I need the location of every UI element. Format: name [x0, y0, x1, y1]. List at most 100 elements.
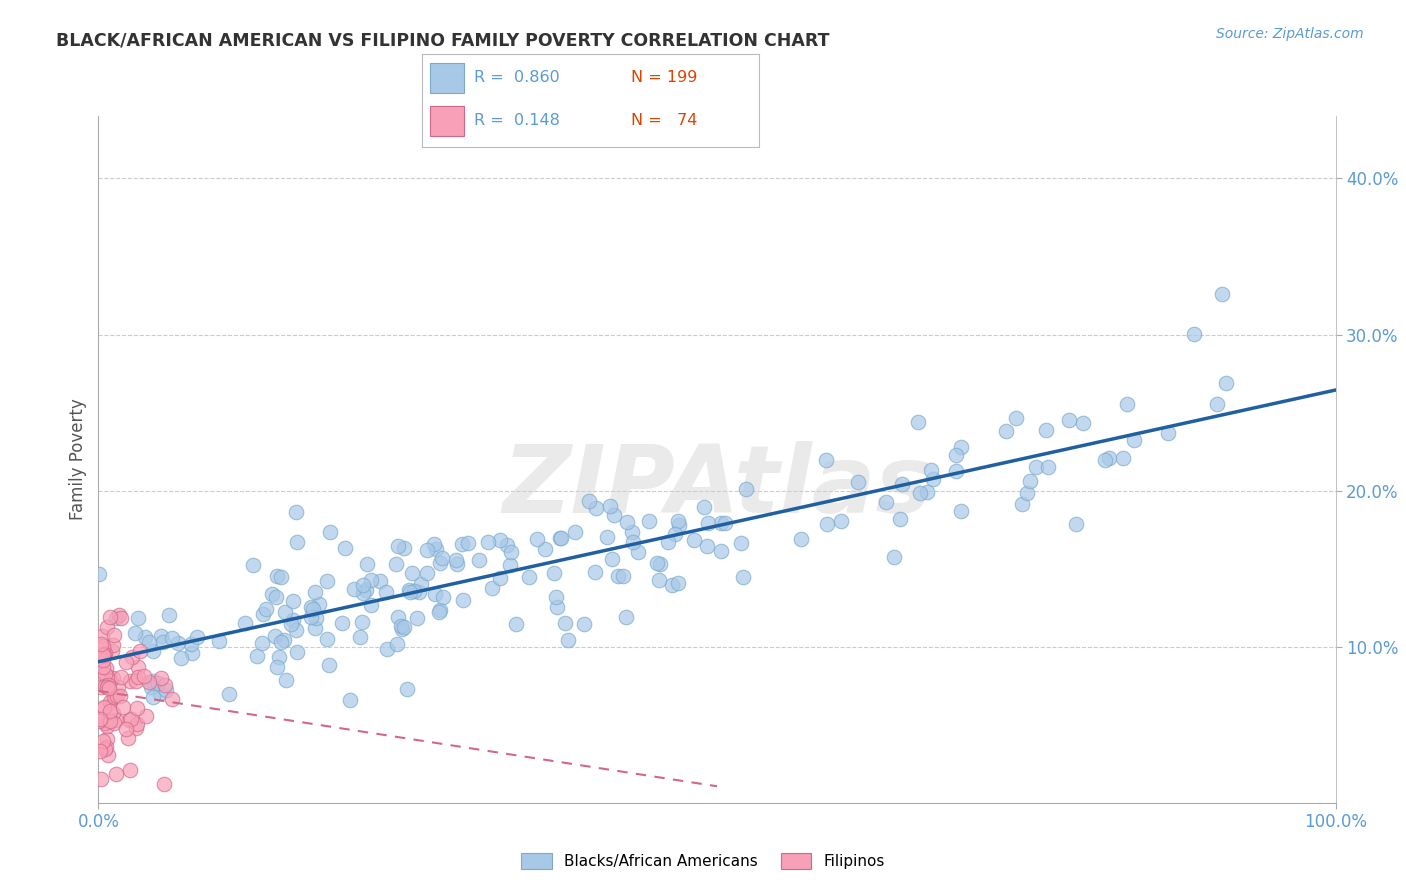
Point [134, 630, 156, 644]
Point [907, 416, 929, 430]
Point [1098, 450, 1121, 465]
Text: ZIPAtlas: ZIPAtlas [502, 441, 932, 533]
Point [120, 673, 142, 688]
Point [430, 551, 453, 566]
Point [270, 634, 292, 648]
Point [451, 592, 474, 607]
Point [697, 516, 720, 531]
Point [93, 701, 115, 715]
Point [254, 601, 277, 615]
Point [534, 541, 557, 556]
Point [572, 616, 595, 631]
Point [498, 558, 520, 572]
Point [97, 748, 120, 763]
Point [889, 512, 911, 526]
Point [186, 630, 208, 644]
Point [1015, 486, 1038, 500]
Point [90, 772, 112, 786]
Point [299, 599, 322, 614]
Text: N =   74: N = 74 [631, 113, 697, 128]
Point [423, 537, 446, 551]
Point [543, 566, 565, 581]
Point [1156, 426, 1178, 441]
Point [616, 516, 638, 530]
Point [107, 690, 129, 704]
Point [360, 598, 382, 612]
Point [398, 585, 420, 599]
Point [401, 566, 423, 580]
Point [89, 744, 111, 758]
Point [612, 569, 634, 583]
Point [1184, 326, 1206, 341]
Point [153, 777, 176, 791]
Point [91, 734, 114, 748]
Point [790, 533, 813, 547]
Point [104, 611, 127, 625]
Point [304, 621, 326, 635]
Point [339, 693, 361, 707]
Y-axis label: Family Poverty: Family Poverty [69, 399, 87, 520]
Point [910, 486, 932, 500]
Point [394, 620, 416, 634]
Point [1005, 411, 1028, 425]
Point [398, 583, 420, 598]
Point [1035, 423, 1057, 437]
Text: R =  0.148: R = 0.148 [474, 113, 560, 128]
Point [394, 541, 416, 556]
Point [266, 569, 288, 583]
Point [501, 545, 523, 559]
Point [304, 584, 326, 599]
Point [600, 552, 623, 566]
Point [96, 680, 118, 694]
Point [342, 582, 364, 596]
Point [446, 553, 468, 567]
Point [1211, 287, 1233, 301]
Point [1057, 413, 1080, 427]
Point [114, 722, 136, 736]
Point [101, 671, 124, 685]
Point [101, 644, 124, 658]
Point [155, 682, 177, 697]
Point [96, 620, 118, 634]
Point [333, 541, 356, 555]
Point [91, 639, 114, 653]
Point [108, 608, 131, 623]
Point [557, 632, 579, 647]
Point [91, 653, 114, 667]
Text: Source: ZipAtlas.com: Source: ZipAtlas.com [1216, 27, 1364, 41]
Point [495, 538, 517, 552]
Point [949, 440, 972, 454]
Point [96, 731, 118, 746]
Point [128, 644, 150, 658]
Point [387, 539, 409, 553]
Point [181, 646, 204, 660]
Point [1011, 497, 1033, 511]
Point [710, 516, 733, 531]
Point [135, 709, 157, 723]
Point [104, 714, 127, 728]
Point [98, 714, 121, 728]
Point [477, 535, 499, 549]
Point [218, 687, 240, 701]
Point [395, 681, 418, 696]
Point [127, 659, 149, 673]
Point [152, 635, 174, 649]
Point [283, 613, 305, 627]
Point [564, 525, 586, 540]
Point [713, 516, 735, 530]
Point [260, 587, 283, 601]
Point [94, 661, 117, 675]
Point [180, 637, 202, 651]
Point [90, 637, 112, 651]
Point [450, 537, 472, 551]
Point [110, 611, 132, 625]
Point [132, 669, 155, 683]
Point [385, 637, 408, 651]
Point [554, 615, 576, 630]
Point [657, 535, 679, 549]
Point [105, 767, 128, 781]
Point [138, 674, 160, 689]
Point [815, 453, 838, 467]
Point [416, 543, 439, 558]
Point [550, 531, 572, 545]
